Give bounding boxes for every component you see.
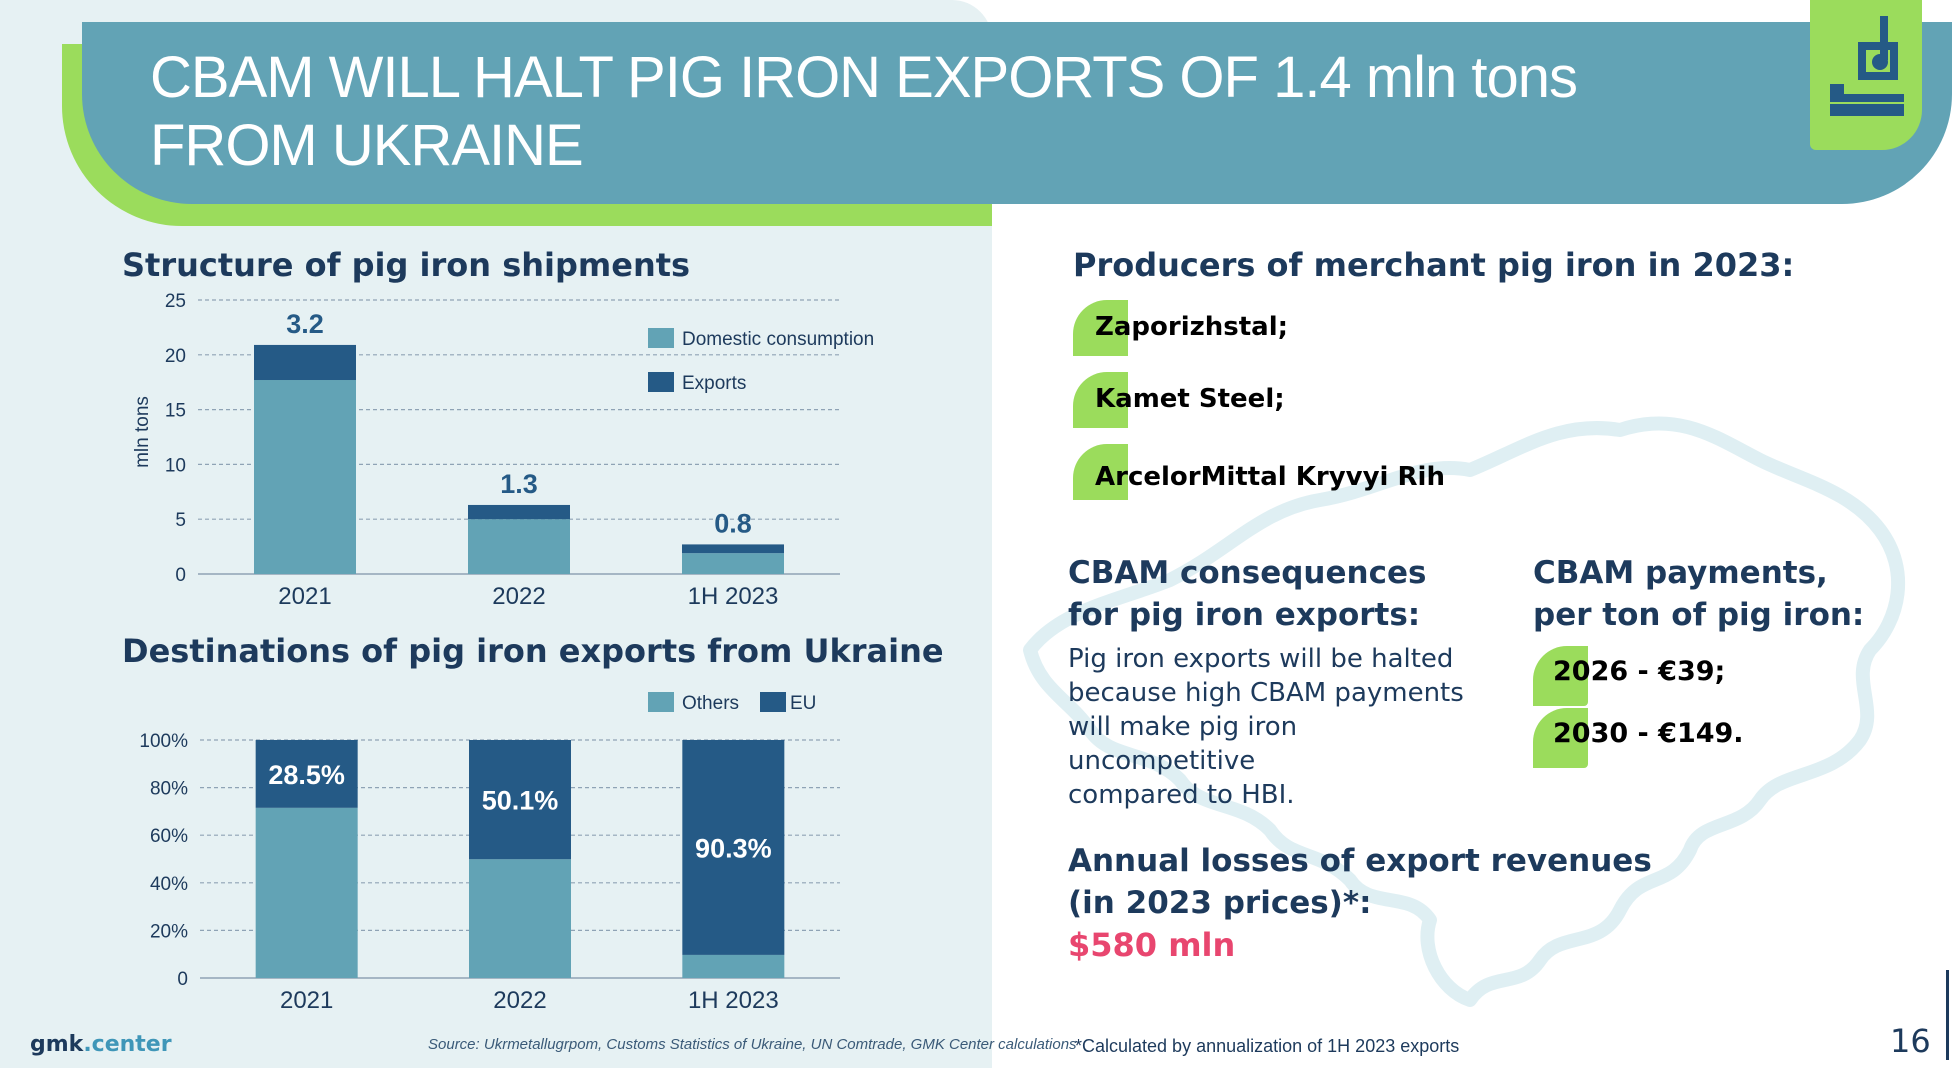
ladle-icon xyxy=(1830,16,1904,116)
leaf-bullet-icon xyxy=(1533,708,1588,768)
legend-swatch-eu xyxy=(760,692,786,712)
leaf-bullet-icon xyxy=(1073,444,1128,500)
page-title: CBAM WILL HALT PIG IRON EXPORTS OF 1.4 m… xyxy=(150,44,1650,180)
bar-segment-upper xyxy=(254,344,356,381)
consequences-title-line1: CBAM consequences xyxy=(1068,555,1427,591)
y-tick-label: 10 xyxy=(165,455,186,476)
legend-label: EU xyxy=(790,693,816,714)
data-label: 90.3% xyxy=(695,833,772,863)
payment-label: 2030 - €149. xyxy=(1553,718,1744,749)
losses-title-line2: (in 2023 prices)*: xyxy=(1068,885,1372,921)
y-tick-label: 60% xyxy=(150,826,188,847)
y-tick-label: 0 xyxy=(175,565,186,586)
consequences-line: because high CBAM payments xyxy=(1068,678,1464,708)
bar-segment-lower xyxy=(469,859,571,978)
consequences-line: will make pig iron uncompetitive xyxy=(1068,712,1298,776)
producer-label: ArcelorMittal Kryvyi Rih xyxy=(1095,462,1445,492)
payment-item: 2030 - €149. xyxy=(1533,708,1833,768)
losses-title: Annual losses of export revenues (in 202… xyxy=(1068,840,1652,924)
bar-segment-upper xyxy=(682,740,785,955)
bar-segment-lower xyxy=(254,380,356,574)
legend-label: Exports xyxy=(682,373,746,394)
brand-part2: .center xyxy=(83,1032,172,1057)
header-bar xyxy=(82,22,1952,204)
y-tick-label: 80% xyxy=(150,779,188,800)
shipments-chart: 0 5 10 15 20 25 2021 3.2 2022 1.3 1H 2023 0.8 mln to… xyxy=(132,291,874,610)
bar-segment-lower xyxy=(682,553,784,574)
x-tick-label: 1H 2023 xyxy=(688,987,779,1014)
consequences-body: Pig iron exports will be halted because … xyxy=(1068,642,1488,812)
payment-label: 2026 - €39; xyxy=(1553,656,1726,687)
bar-segment-lower xyxy=(682,954,785,978)
y-tick-label: 0 xyxy=(177,969,188,990)
y-tick-label: 40% xyxy=(150,874,188,895)
data-label: 50.1% xyxy=(482,786,559,816)
legend-swatch-exports xyxy=(648,372,674,392)
bar-segment-upper xyxy=(469,740,571,860)
page-title-line1: CBAM WILL HALT PIG IRON EXPORTS OF 1.4 m… xyxy=(150,45,1578,110)
x-tick-label: 2021 xyxy=(278,583,331,610)
bar-segment-upper xyxy=(468,504,570,520)
bar-segment-upper xyxy=(255,740,358,808)
payments-title: CBAM payments, per ton of pig iron: xyxy=(1533,552,1864,636)
brand-logo[interactable]: gmk.center xyxy=(30,1032,172,1057)
bar-segment-upper xyxy=(682,544,784,554)
source-note: Source: Ukrmetallugrpom, Customs Statist… xyxy=(428,1036,1077,1053)
payments-title-line1: CBAM payments, xyxy=(1533,555,1828,591)
producer-label: Zaporizhstal; xyxy=(1095,312,1289,342)
leaf-bullet-icon xyxy=(1073,372,1128,428)
page-number: 16 xyxy=(1890,1022,1931,1060)
y-tick-label: 5 xyxy=(175,510,186,531)
leaf-bullet-icon xyxy=(1533,646,1588,706)
producer-item: ArcelorMittal Kryvyi Rih xyxy=(1073,444,1473,500)
footnote: *Calculated by annualization of 1H 2023 … xyxy=(1075,1036,1460,1056)
shipments-chart-title: Structure of pig iron shipments xyxy=(122,246,691,284)
page-divider xyxy=(1946,970,1949,1060)
data-label: 0.8 xyxy=(714,508,752,538)
consequences-line: Pig iron exports will be halted xyxy=(1068,644,1454,674)
data-label: 3.2 xyxy=(286,309,324,339)
payments-title-line2: per ton of pig iron: xyxy=(1533,597,1865,633)
destinations-chart-title: Destinations of pig iron exports from Uk… xyxy=(122,632,944,670)
payment-item: 2026 - €39; xyxy=(1533,646,1833,706)
consequences-title-line2: for pig iron exports: xyxy=(1068,597,1421,633)
losses-value: $580 mln xyxy=(1068,926,1236,964)
producers-title: Producers of merchant pig iron in 2023: xyxy=(1073,246,1795,284)
y-tick-label: 25 xyxy=(165,291,186,312)
brand-part1: gmk xyxy=(30,1032,84,1057)
destinations-chart: 0 20% 40% 60% 80% 100% 2021 28.5% 2022 50.1% 1H 20… xyxy=(139,692,840,1014)
ukraine-map-outline xyxy=(1023,416,1906,1007)
consequences-title: CBAM consequences for pig iron exports: xyxy=(1068,552,1426,636)
producer-item: Zaporizhstal; xyxy=(1073,300,1473,356)
x-tick-label: 2021 xyxy=(280,987,333,1014)
legend-label: Others xyxy=(682,693,739,714)
producer-label: Kamet Steel; xyxy=(1095,384,1285,414)
y-tick-label: 15 xyxy=(165,401,186,422)
bar-segment-lower xyxy=(255,807,358,978)
consequences-line: compared to HBI. xyxy=(1068,780,1295,810)
data-label: 28.5% xyxy=(268,760,345,790)
producer-item: Kamet Steel; xyxy=(1073,372,1473,428)
x-tick-label: 2022 xyxy=(492,583,545,610)
data-label: 1.3 xyxy=(500,469,538,499)
x-tick-label: 1H 2023 xyxy=(688,583,779,610)
logo-box xyxy=(1810,0,1922,150)
y-tick-label: 20% xyxy=(150,921,188,942)
bar-segment-lower xyxy=(468,519,570,574)
leaf-bullet-icon xyxy=(1073,300,1128,356)
legend-swatch-others xyxy=(648,692,674,712)
y-tick-label: 100% xyxy=(139,731,188,752)
legend-swatch-domestic xyxy=(648,328,674,348)
x-tick-label: 2022 xyxy=(493,987,546,1014)
y-axis-label: mln tons xyxy=(132,396,153,468)
page-title-line2: FROM UKRAINE xyxy=(150,113,584,178)
losses-title-line1: Annual losses of export revenues xyxy=(1068,843,1652,879)
legend-label: Domestic consumption xyxy=(682,329,874,350)
y-tick-label: 20 xyxy=(165,346,186,367)
